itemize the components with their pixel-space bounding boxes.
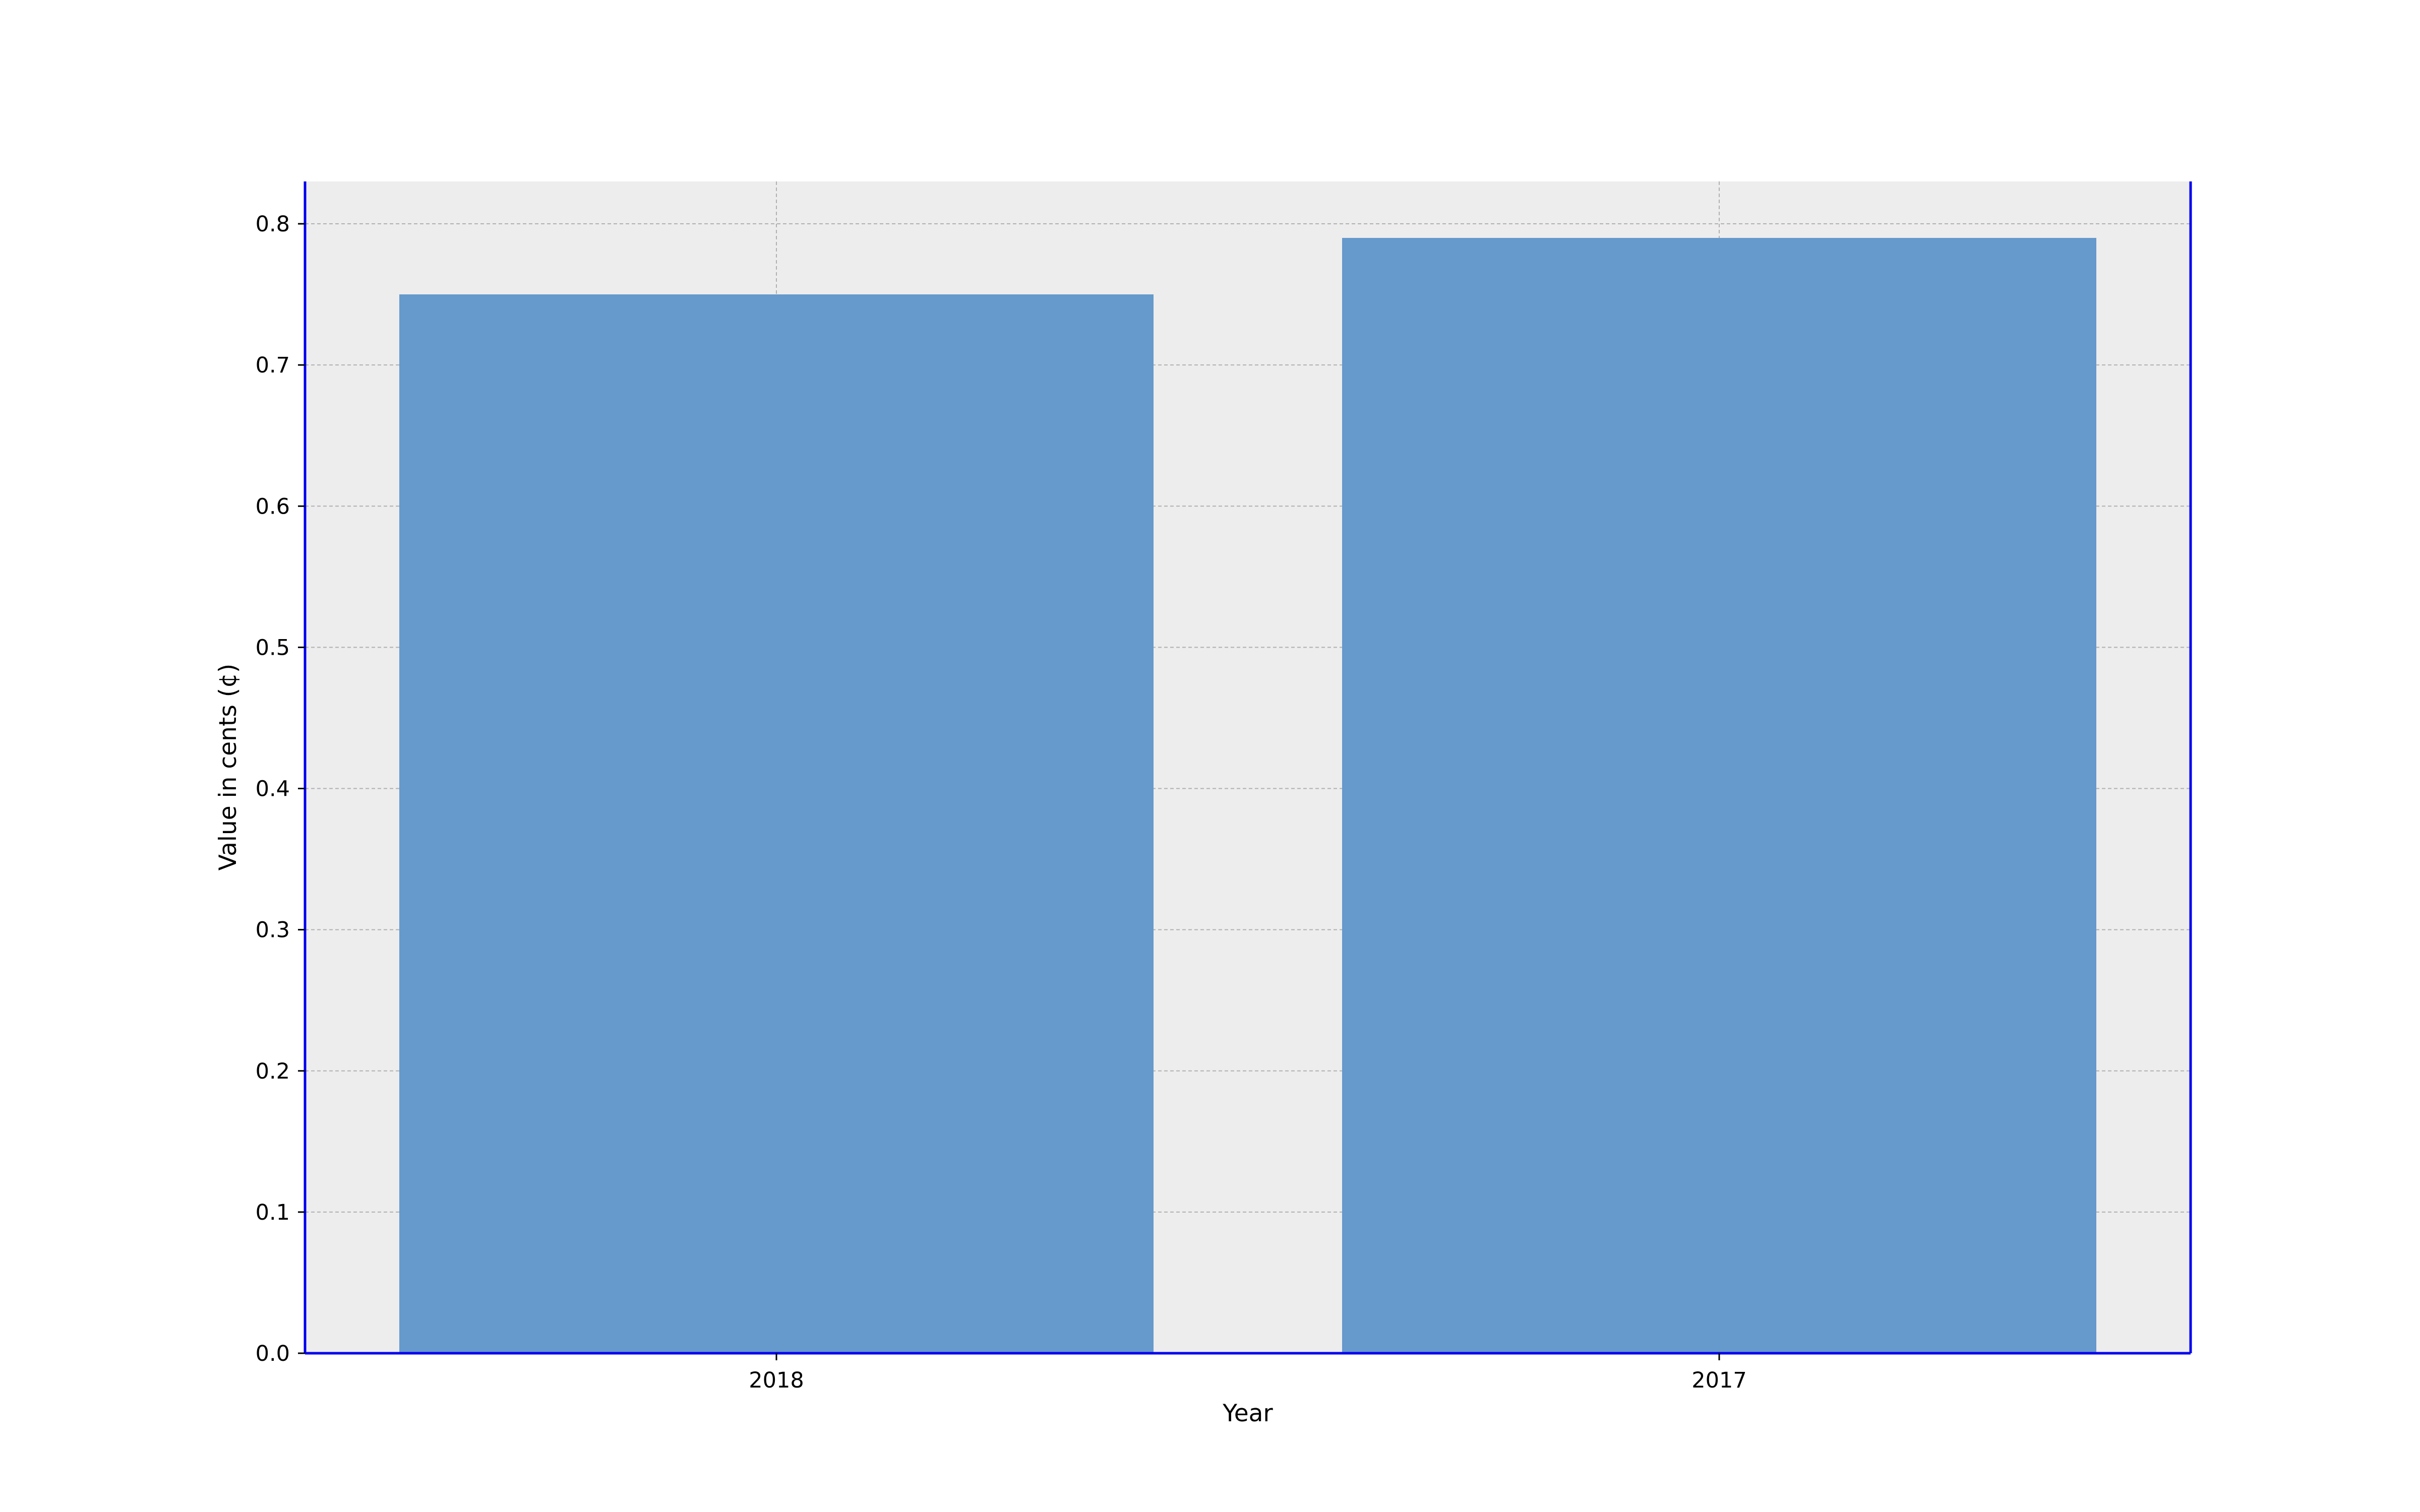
x-axis-label: Year <box>1222 1400 1273 1427</box>
y-tick-label: 0.3 <box>256 918 290 943</box>
y-axis-label: Value in cents (¢) <box>214 664 242 871</box>
bar-2018 <box>399 294 1154 1353</box>
y-tick-label: 0.6 <box>256 494 290 519</box>
y-tick-label: 0.2 <box>256 1059 290 1084</box>
y-tick-label: 0.5 <box>256 635 290 660</box>
y-tick-label: 0.4 <box>256 777 290 802</box>
y-tick-label: 0.1 <box>256 1200 290 1225</box>
y-tick-label: 0.0 <box>256 1341 290 1366</box>
y-axis-ticks: 0.0 0.1 0.2 0.3 0.4 0.5 0.6 0.7 0.8 <box>256 212 305 1366</box>
y-tick-label: 0.7 <box>256 353 290 378</box>
bar-2017 <box>1342 238 2096 1353</box>
x-axis-ticks: 2018 2017 <box>749 1353 1746 1393</box>
x-tick-label: 2017 <box>1691 1368 1746 1393</box>
x-tick-label: 2018 <box>749 1368 804 1393</box>
y-tick-label: 0.8 <box>256 212 290 237</box>
